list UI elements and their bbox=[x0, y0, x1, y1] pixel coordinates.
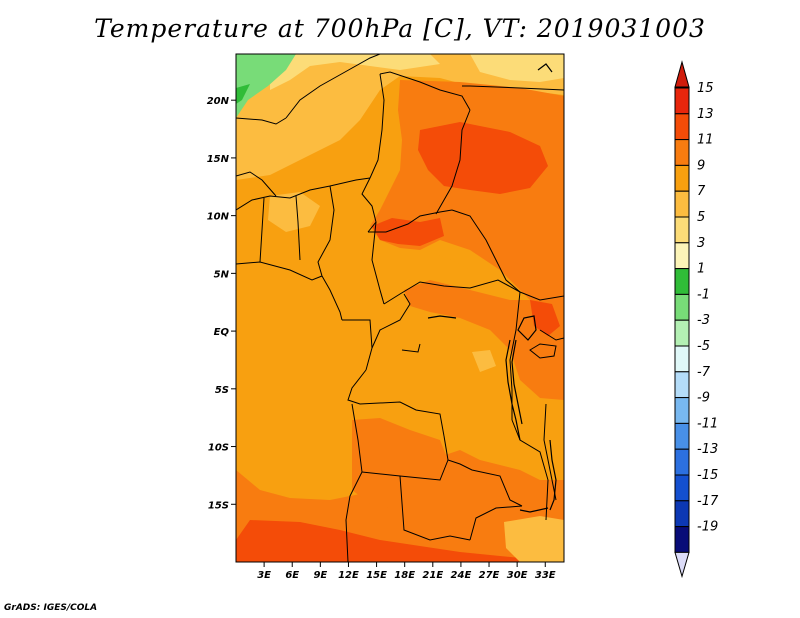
temp-patch-congo-pale bbox=[472, 350, 496, 372]
legend-swatch bbox=[674, 319, 690, 347]
legend-swatch bbox=[674, 526, 690, 553]
legend-top-arrow bbox=[674, 60, 690, 88]
country-boundaries bbox=[236, 54, 564, 562]
temp-zone-sahara-pale-east bbox=[470, 54, 564, 82]
color-legend: 15 13 11 9 7 5 3 1 -1 -3 -5 -7 -9 -11 -13 -15 -17 -19 bbox=[674, 60, 719, 579]
legend-label: -17 bbox=[697, 494, 719, 509]
legend-swatch bbox=[674, 293, 690, 321]
temp-patch-west-pale bbox=[268, 192, 320, 232]
temp-zone-sudan-hot bbox=[418, 122, 548, 194]
legend-swatch bbox=[674, 474, 690, 502]
page-title: Temperature at 700hPa [C], VT: 201903100… bbox=[94, 14, 706, 43]
legend-label: 7 bbox=[697, 184, 706, 199]
legend-swatch bbox=[674, 268, 690, 295]
legend-label: 3 bbox=[697, 236, 705, 251]
legend-label: -3 bbox=[697, 313, 710, 328]
x-tick-label: 6E bbox=[285, 570, 299, 581]
legend-swatch bbox=[674, 397, 690, 424]
x-tick-label: 18E bbox=[394, 570, 415, 581]
map-frame bbox=[235, 53, 565, 563]
legend-label: 15 bbox=[697, 81, 714, 96]
legend-bottom-arrow bbox=[674, 551, 690, 579]
y-tick-label: 10N bbox=[207, 212, 230, 223]
y-tick-label: 15S bbox=[208, 500, 229, 511]
latitude-ticks: 20N 15N 10N 5N EQ 5S 10S 15S bbox=[207, 96, 236, 511]
legend-label: -11 bbox=[697, 416, 718, 431]
temp-zone-southern-hot bbox=[236, 520, 564, 562]
temp-zone-sudan-mid bbox=[400, 250, 470, 288]
x-tick-label: 33E bbox=[535, 570, 556, 581]
temp-zone-lakes-hot bbox=[404, 280, 564, 400]
x-tick-label: 15E bbox=[366, 570, 387, 581]
legend-swatch bbox=[674, 371, 690, 399]
legend-swatch bbox=[674, 216, 690, 244]
legend-label: 1 bbox=[697, 262, 705, 277]
legend-swatch bbox=[674, 164, 690, 192]
temp-zone-angola-warm bbox=[352, 418, 452, 510]
x-tick-label: 3E bbox=[257, 570, 271, 581]
legend-label: 5 bbox=[697, 210, 705, 225]
legend-swatch bbox=[674, 113, 690, 141]
legend-swatch bbox=[674, 500, 690, 528]
x-tick-label: 21E bbox=[422, 570, 443, 581]
y-tick-label: 5S bbox=[215, 385, 229, 396]
temp-zone-sahara-northwest-cool bbox=[236, 54, 296, 118]
longitude-ticks: 3E 6E 9E 12E 15E 18E 21E 24E 27E 30E 33E bbox=[257, 562, 556, 581]
x-tick-label: 30E bbox=[507, 570, 528, 581]
temp-zone-sahara-cool-core bbox=[236, 84, 250, 104]
lake-outlines bbox=[427, 63, 557, 513]
legend-label: -19 bbox=[697, 520, 718, 535]
grads-credit: GrADS: IGES/COLA bbox=[4, 603, 98, 613]
legend-swatch bbox=[674, 87, 690, 115]
y-tick-label: 20N bbox=[207, 96, 230, 107]
legend-label: -5 bbox=[697, 339, 710, 354]
legend-swatch bbox=[674, 448, 690, 476]
legend-label: -13 bbox=[697, 442, 718, 457]
y-tick-label: EQ bbox=[214, 327, 230, 338]
temp-zone-southeast-pale bbox=[504, 516, 564, 562]
legend-swatch bbox=[674, 139, 690, 166]
legend-label: -9 bbox=[697, 391, 710, 406]
x-tick-label: 9E bbox=[313, 570, 327, 581]
legend-swatch bbox=[674, 422, 690, 450]
x-tick-label: 12E bbox=[338, 570, 359, 581]
legend-swatch bbox=[674, 242, 690, 270]
legend-label: 11 bbox=[697, 133, 714, 148]
legend-label: -15 bbox=[697, 468, 718, 483]
y-tick-label: 15N bbox=[207, 154, 230, 165]
legend-swatch bbox=[674, 345, 690, 373]
x-tick-label: 27E bbox=[479, 570, 500, 581]
legend-label: 13 bbox=[697, 107, 714, 122]
legend-swatch bbox=[674, 190, 690, 218]
y-tick-label: 5N bbox=[214, 269, 230, 280]
map-area bbox=[236, 54, 564, 562]
temp-zone-car-hot bbox=[372, 218, 444, 246]
x-tick-label: 24E bbox=[451, 570, 472, 581]
legend-label: 9 bbox=[697, 158, 705, 173]
temp-zone-sahara-pale bbox=[270, 54, 440, 90]
legend-label: -7 bbox=[697, 365, 711, 380]
y-tick-label: 10S bbox=[208, 443, 229, 454]
temp-zone-lakes-red bbox=[530, 300, 560, 336]
legend-label: -1 bbox=[697, 287, 710, 302]
